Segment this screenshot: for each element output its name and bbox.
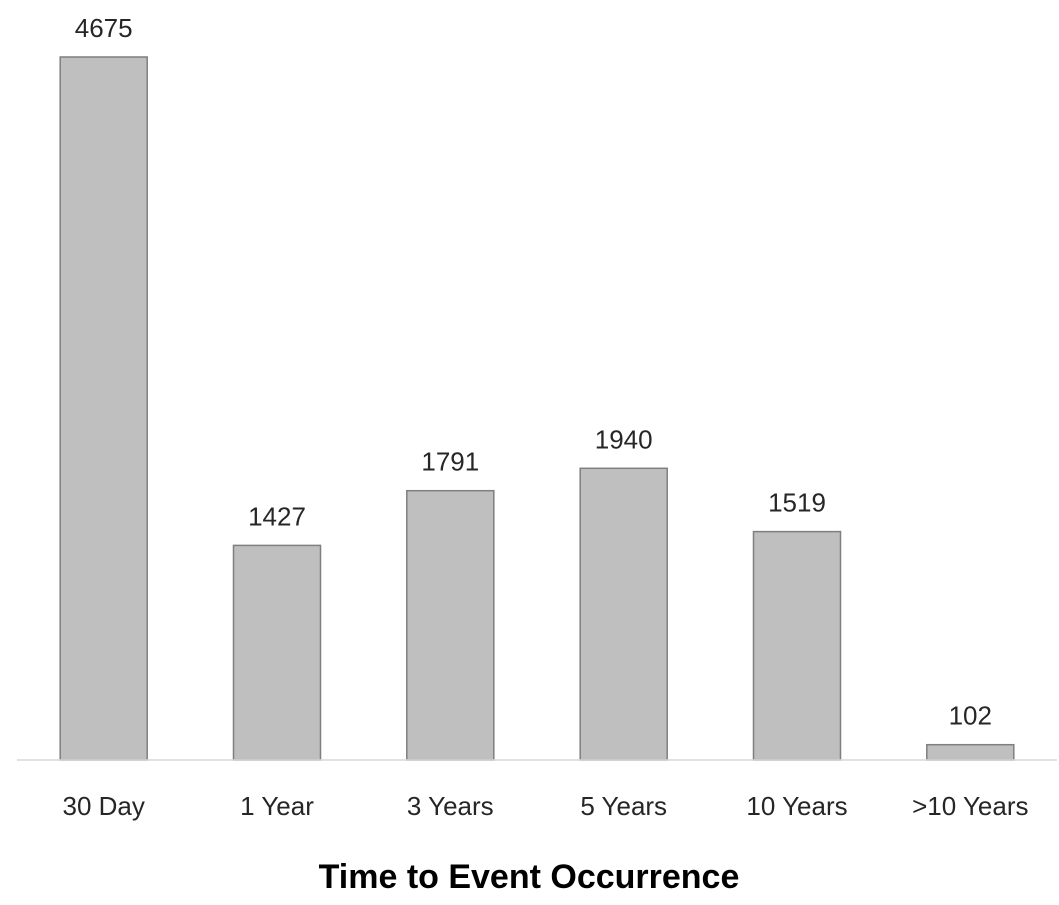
data-label-1: 1427 (248, 501, 306, 531)
x-tick-labels-group: 30 Day 1 Year 3 Years 5 Years 10 Years >10 Ye… (63, 791, 1029, 821)
data-label-4: 1519 (768, 488, 826, 518)
data-label-0: 4675 (75, 13, 133, 43)
bar-4 (752, 530, 842, 761)
x-tick-label-2: 3 Years (407, 791, 494, 821)
bar-2 (406, 489, 495, 761)
data-label-2: 1791 (421, 447, 479, 477)
bar-1 (232, 544, 322, 761)
bar-3 (579, 467, 668, 761)
data-label-3: 1940 (595, 424, 653, 454)
x-tick-label-0: 30 Day (63, 791, 145, 821)
bar-0 (59, 56, 148, 761)
data-labels-group: 4675 1427 1791 1940 1519 102 (75, 13, 992, 731)
x-tick-label-3: 5 Years (580, 791, 667, 821)
bar-5 (926, 743, 1015, 761)
x-axis-title: Time to Event Occurrence (319, 858, 740, 896)
x-tick-label-4: 10 Years (746, 791, 847, 821)
x-tick-label-1: 1 Year (240, 791, 314, 821)
bars-group (59, 56, 1015, 761)
x-tick-label-5: >10 Years (912, 791, 1028, 821)
data-label-5: 102 (949, 701, 992, 731)
